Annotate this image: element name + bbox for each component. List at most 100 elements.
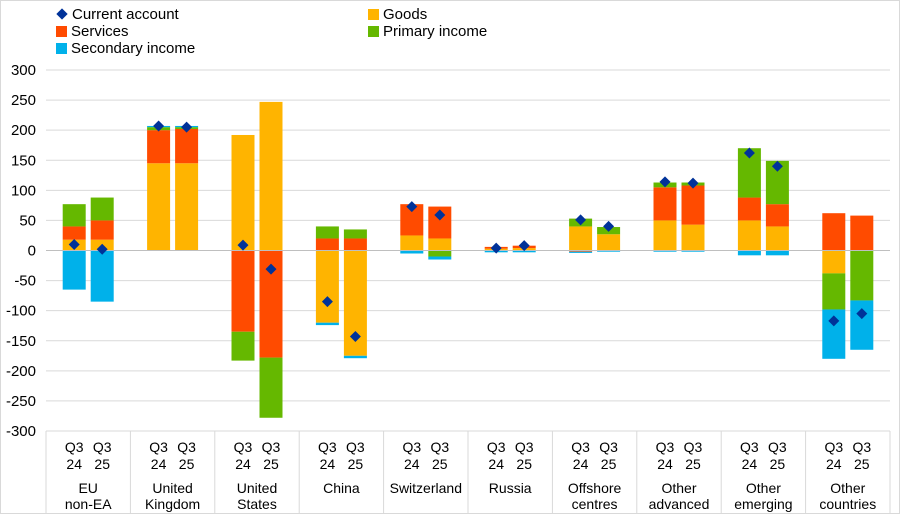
legend-label-primary-income: Primary income: [383, 23, 488, 40]
legend-swatch-secondary-income: [56, 43, 67, 54]
bar-segment-secondary-income: [428, 256, 452, 260]
legend-label-secondary-income: Secondary income: [71, 40, 196, 57]
x-tick-label: 25: [685, 456, 701, 472]
x-tick-label: Q3: [318, 439, 337, 455]
bar-segment-services: [765, 204, 789, 227]
bar-segment-secondary-income: [343, 355, 367, 359]
bar-segment-primary-income: [822, 273, 846, 310]
x-tick-label: 25: [263, 456, 279, 472]
group-label: Russia: [489, 480, 532, 496]
x-tick-label: 24: [404, 456, 420, 472]
x-tick-label: 24: [488, 456, 504, 472]
legend-item-primary-income: Primary income: [368, 23, 487, 41]
chart-legend: Current account Services Secondary incom…: [0, 0, 900, 60]
x-tick-label: 25: [601, 456, 617, 472]
bar-segment-services: [822, 213, 846, 251]
x-tick-label: Q3: [768, 439, 787, 455]
x-tick-label: Q3: [65, 439, 84, 455]
bar-segment-secondary-income: [569, 251, 593, 253]
y-tick-label: 250: [11, 92, 36, 109]
current-account-marker: [181, 121, 193, 133]
bar-segment-goods: [822, 250, 846, 274]
y-tick-label: -50: [14, 273, 36, 290]
bar-segment-secondary-income: [62, 250, 86, 290]
x-tick-label: Q3: [177, 439, 196, 455]
bar-segment-primary-income: [765, 160, 789, 205]
bar-segment-secondary-income: [315, 322, 339, 326]
legend-swatch-primary-income: [368, 26, 379, 37]
current-account-marker: [321, 296, 333, 308]
x-tick-label: 24: [320, 456, 336, 472]
legend-label-current-account: Current account: [72, 6, 179, 23]
group-label: States: [237, 496, 277, 512]
bar-segment-secondary-income: [653, 250, 677, 252]
bar-segment-goods: [315, 250, 339, 323]
bar-segment-primary-income: [737, 148, 761, 198]
group-label: Other: [746, 480, 781, 496]
group-label: China: [323, 480, 360, 496]
bar-segment-secondary-income: [400, 250, 424, 254]
bar-segment-goods: [147, 163, 171, 251]
x-tick-label: 24: [826, 456, 842, 472]
bar-segment-goods: [259, 101, 283, 251]
x-tick-label: 24: [657, 456, 673, 472]
legend-label-goods: Goods: [383, 6, 428, 23]
current-account-marker: [68, 238, 80, 250]
group-label: emerging: [734, 496, 792, 512]
y-tick-label: 300: [11, 62, 36, 79]
bar-segment-primary-income: [428, 250, 452, 257]
bar-segment-goods: [737, 220, 761, 251]
bar-segment-secondary-income: [90, 250, 114, 302]
bar-segment-services: [175, 128, 199, 164]
bar-segment-secondary-income: [737, 250, 761, 256]
x-tick-label: 25: [432, 456, 448, 472]
group-label: Other: [830, 480, 865, 496]
legend-swatch-goods: [368, 9, 379, 20]
x-tick-label: Q3: [824, 439, 843, 455]
bar-segment-primary-income: [259, 357, 283, 418]
bar-segment-primary-income: [315, 226, 339, 239]
bar-segment-services: [343, 238, 367, 251]
bar-segment-goods: [653, 220, 677, 251]
legend-item-current-account: Current account: [56, 6, 179, 24]
x-tick-label: 25: [854, 456, 870, 472]
y-tick-label: -250: [6, 393, 36, 410]
bar-segment-goods: [400, 235, 424, 251]
current-account-marker: [828, 315, 840, 327]
group-label: non-EA: [65, 496, 112, 512]
y-tick-label: 150: [11, 152, 36, 169]
bar-segment-goods: [231, 134, 255, 251]
current-account-marker: [349, 331, 361, 343]
bar-segment-secondary-income: [850, 300, 874, 350]
current-account-marker: [434, 209, 446, 221]
x-tick-label: 24: [66, 456, 82, 472]
x-tick-label: 24: [573, 456, 589, 472]
bar-segment-goods: [681, 224, 705, 251]
x-tick-label: Q3: [740, 439, 759, 455]
bar-segment-goods: [343, 250, 367, 356]
group-label: countries: [819, 496, 876, 512]
y-tick-label: 50: [19, 212, 36, 229]
x-tick-label: 24: [742, 456, 758, 472]
current-account-marker: [518, 240, 530, 252]
group-label: Switzerland: [390, 480, 462, 496]
x-tick-label: Q3: [684, 439, 703, 455]
y-tick-label: -100: [6, 303, 36, 320]
bar-segment-goods: [765, 226, 789, 251]
bar-segment-primary-income: [850, 250, 874, 301]
x-tick-label: Q3: [656, 439, 675, 455]
group-label: centres: [572, 496, 618, 512]
bar-segment-services: [428, 206, 452, 239]
bar-segment-services: [315, 238, 339, 251]
current-account-marker: [687, 177, 699, 189]
x-tick-label: 25: [770, 456, 786, 472]
bar-segment-secondary-income: [765, 250, 789, 256]
bar-segment-goods: [569, 226, 593, 251]
x-tick-label: Q3: [262, 439, 281, 455]
bar-segment-services: [90, 220, 114, 240]
bar-segment-primary-income: [62, 204, 86, 227]
x-tick-label: Q3: [93, 439, 112, 455]
y-tick-label: -150: [6, 333, 36, 350]
y-tick-label: 0: [28, 243, 36, 260]
group-label: EU: [78, 480, 97, 496]
